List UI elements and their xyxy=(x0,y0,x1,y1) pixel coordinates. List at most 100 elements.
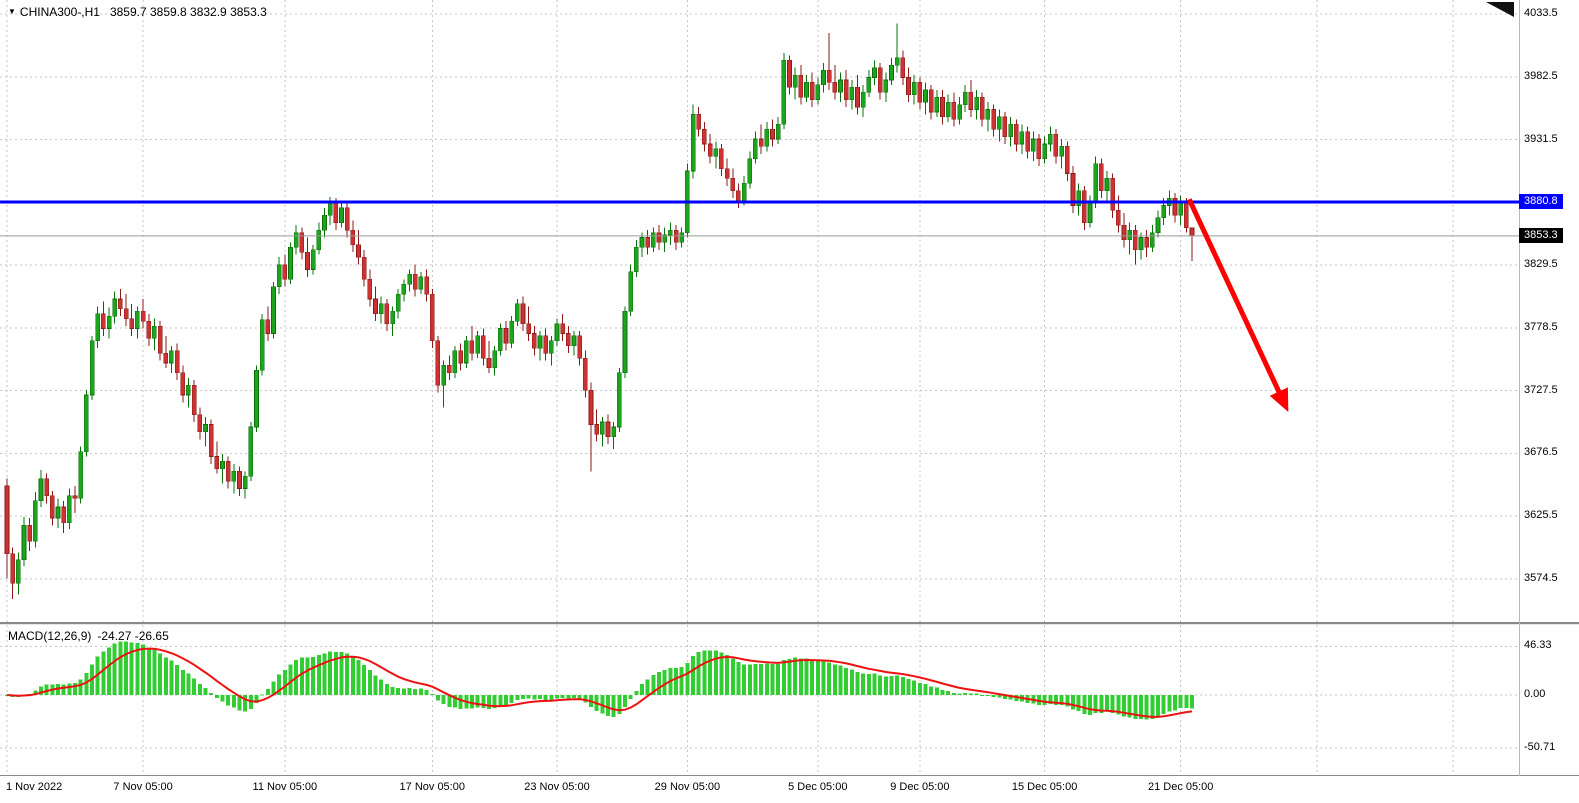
time-tick-label: 11 Nov 05:00 xyxy=(252,781,318,793)
candle xyxy=(832,65,838,100)
candle xyxy=(923,82,928,115)
trend-arrow[interactable] xyxy=(1186,198,1289,412)
candle xyxy=(367,269,373,307)
candle xyxy=(1008,116,1013,147)
resistance-price-badge: 3880.8 xyxy=(1519,194,1563,210)
main-price-chart[interactable] xyxy=(0,0,1519,622)
ohlc-values: 3859.7 3859.8 3832.9 3853.3 xyxy=(109,5,267,19)
candle xyxy=(384,299,390,331)
candle xyxy=(458,343,463,371)
candle xyxy=(401,279,407,302)
macd-signal-line xyxy=(6,647,1193,718)
main-grid-layer xyxy=(0,0,1519,622)
candle xyxy=(679,227,685,248)
candle xyxy=(157,321,163,361)
candle xyxy=(634,239,639,277)
candle xyxy=(299,227,305,260)
candle xyxy=(526,306,531,341)
price-level-label: 3931.5 xyxy=(1524,132,1558,145)
candle xyxy=(758,124,764,154)
candle xyxy=(639,232,645,258)
candle xyxy=(356,230,361,265)
candle xyxy=(883,72,889,103)
macd-indicator-label: MACD(12,26,9) -24.27 -26.65 xyxy=(8,629,169,643)
chart-shift-triangle-icon[interactable] xyxy=(1486,2,1514,17)
price-level-label: 4033.5 xyxy=(1524,7,1558,20)
candle xyxy=(979,92,985,127)
candle xyxy=(889,57,894,85)
candle xyxy=(577,330,582,366)
panel-splitter[interactable] xyxy=(0,622,1579,625)
candle xyxy=(775,116,781,144)
candle xyxy=(1064,141,1070,181)
candle xyxy=(61,500,67,533)
candle xyxy=(1144,230,1149,258)
candle xyxy=(21,516,27,567)
candle xyxy=(957,97,962,125)
candle xyxy=(310,244,316,275)
candle xyxy=(1036,134,1042,167)
candle xyxy=(1178,195,1183,226)
candle xyxy=(123,294,129,327)
time-axis[interactable]: 1 Nov 2022 7 Nov 05:00 11 Nov 05:00 17 Nov … xyxy=(0,776,1579,803)
candle xyxy=(656,225,662,250)
candle xyxy=(962,84,968,112)
candle xyxy=(322,207,327,238)
candle xyxy=(985,102,991,132)
candle xyxy=(265,306,271,341)
candle xyxy=(928,84,934,120)
candle xyxy=(702,121,707,152)
candle xyxy=(894,23,900,73)
candle xyxy=(395,289,401,319)
candle xyxy=(214,441,220,474)
candle xyxy=(446,355,452,381)
macd-level-label: -50.71 xyxy=(1524,741,1556,754)
candle xyxy=(611,422,616,450)
candle xyxy=(690,104,696,179)
symbol-ohlc-label: ▼ CHINA300-,H1 3859.7 3859.8 3832.9 3853.3 xyxy=(8,5,267,19)
candle xyxy=(991,104,996,137)
candle xyxy=(588,382,594,472)
candle xyxy=(10,547,15,600)
candle xyxy=(1104,171,1110,201)
candle xyxy=(514,299,520,327)
candle xyxy=(237,466,242,496)
candle xyxy=(72,486,78,514)
candle xyxy=(730,168,736,199)
price-level-label: 3778.5 xyxy=(1524,320,1558,333)
time-tick-label: 7 Nov 05:00 xyxy=(113,781,173,793)
time-tick-label: 9 Dec 05:00 xyxy=(890,781,950,793)
candle xyxy=(1030,131,1036,162)
candle xyxy=(38,470,44,507)
candle xyxy=(163,335,169,368)
macd-level-label: 46.33 xyxy=(1524,639,1552,652)
candle xyxy=(594,409,599,442)
candle xyxy=(492,345,497,376)
candle xyxy=(169,345,174,373)
candle xyxy=(1019,124,1025,154)
candle xyxy=(1138,232,1144,260)
candle xyxy=(906,67,911,103)
current-price-badge: 3853.3 xyxy=(1519,227,1563,243)
candle xyxy=(719,143,724,176)
price-level-label: 3625.5 xyxy=(1524,509,1558,522)
candle xyxy=(44,473,49,504)
price-axis[interactable]: 4033.5 3982.5 3931.5 3829.5 3778.5 3727.5 3676… xyxy=(1519,0,1579,776)
collapse-triangle-icon[interactable]: ▼ xyxy=(8,7,16,16)
candle xyxy=(106,307,112,339)
candle xyxy=(849,79,855,110)
macd-indicator-panel[interactable] xyxy=(0,625,1519,775)
candle xyxy=(95,306,101,349)
candle xyxy=(1087,195,1093,228)
candle xyxy=(1127,222,1132,255)
candle xyxy=(566,326,571,354)
candle xyxy=(361,249,367,287)
candle xyxy=(713,141,719,169)
candle xyxy=(532,326,537,356)
candle xyxy=(821,62,826,93)
time-tick-label: 29 Nov 05:00 xyxy=(654,781,721,793)
candle xyxy=(940,89,945,125)
candle xyxy=(4,478,10,579)
candle xyxy=(543,328,548,361)
candle xyxy=(259,313,265,376)
